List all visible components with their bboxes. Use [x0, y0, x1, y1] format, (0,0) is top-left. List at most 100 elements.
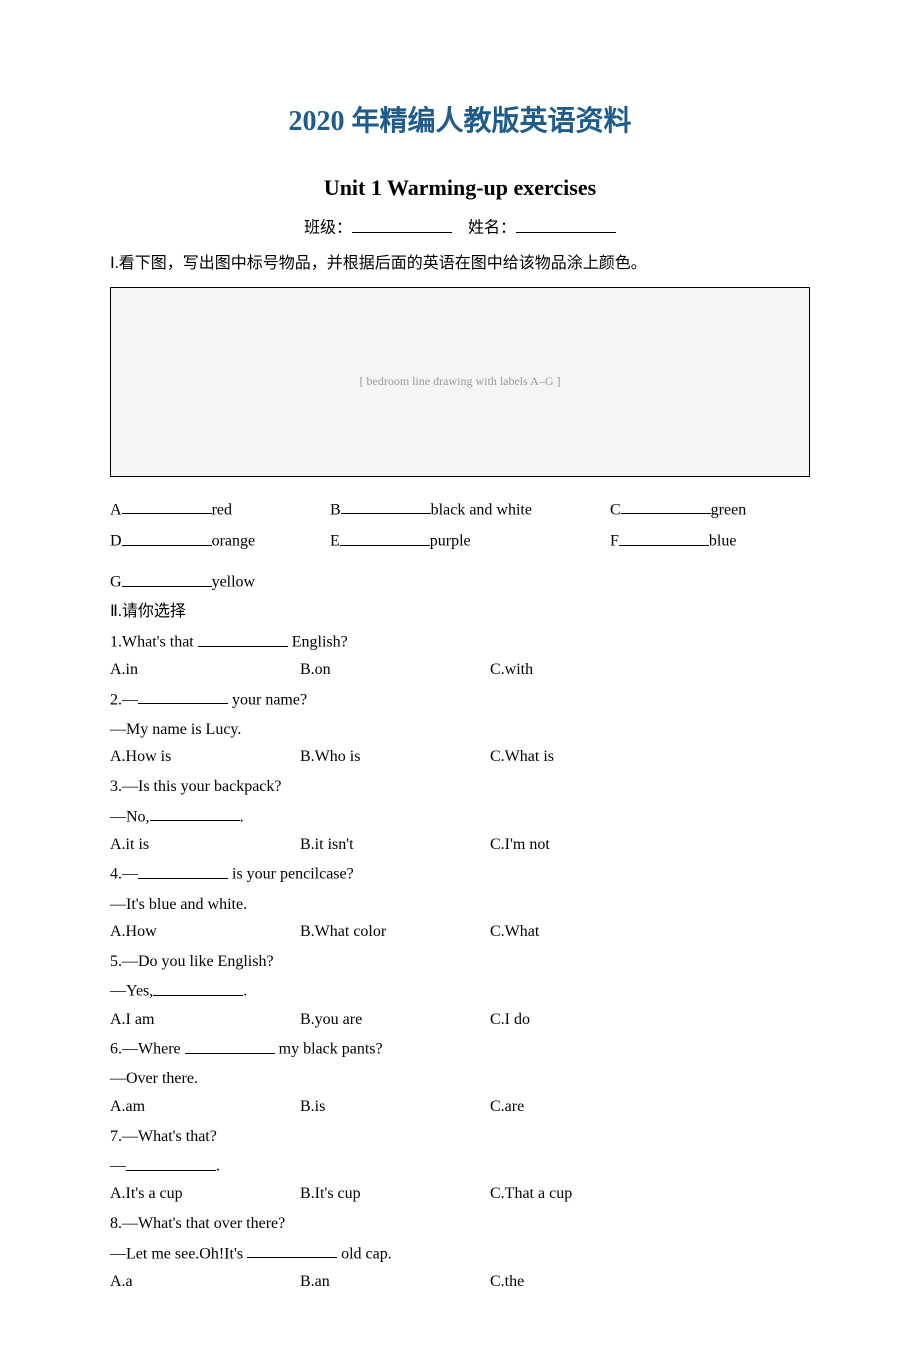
q8-opt-a[interactable]: A.a: [110, 1269, 300, 1295]
q7-opt-a[interactable]: A.It's a cup: [110, 1181, 300, 1207]
q3-opt-a[interactable]: A.it is: [110, 832, 300, 858]
fill-g-word: yellow: [212, 574, 256, 591]
q7-options: A.It's a cup B.It's cup C.That a cup: [110, 1181, 810, 1207]
q4-opt-b[interactable]: B.What color: [300, 919, 490, 945]
q5-post: .: [243, 983, 247, 1000]
name-label: 姓名：: [468, 220, 516, 237]
q4-stem: 4.— is your pencilcase?: [110, 861, 810, 887]
q6-opt-b[interactable]: B.is: [300, 1094, 490, 1120]
q8-opt-c[interactable]: C.the: [490, 1269, 690, 1295]
q2-opt-b[interactable]: B.Who is: [300, 744, 490, 770]
q5-opt-c[interactable]: C.I do: [490, 1007, 690, 1033]
class-blank[interactable]: [352, 215, 452, 233]
q5-opt-a[interactable]: A.I am: [110, 1007, 300, 1033]
fill-b-letter: B: [330, 501, 341, 518]
q7-opt-b[interactable]: B.It's cup: [300, 1181, 490, 1207]
q3-pre: —No,: [110, 808, 150, 825]
q4-pre: 4.—: [110, 866, 138, 883]
page-header: 2020 年精编人教版英语资料: [110, 100, 810, 145]
fill-f-blank[interactable]: [619, 528, 709, 546]
name-blank[interactable]: [516, 215, 616, 233]
q4-options: A.How B.What color C.What: [110, 919, 810, 945]
q3-post: .: [240, 808, 244, 825]
q8-blank[interactable]: [247, 1241, 337, 1259]
q6-opt-a[interactable]: A.am: [110, 1094, 300, 1120]
section2-instruction: Ⅱ.请你选择: [110, 599, 810, 625]
fill-c-blank[interactable]: [621, 497, 711, 515]
q2-blank[interactable]: [138, 687, 228, 705]
q1-post: English?: [288, 634, 348, 651]
section1-instruction: Ⅰ.看下图，写出图中标号物品，并根据后面的英语在图中给该物品涂上颜色。: [110, 251, 810, 277]
q2-opt-a[interactable]: A.How is: [110, 744, 300, 770]
q6-opt-c[interactable]: C.are: [490, 1094, 690, 1120]
q4-opt-c[interactable]: C.What: [490, 919, 690, 945]
fill-a-blank[interactable]: [122, 497, 212, 515]
fill-c-letter: C: [610, 501, 621, 518]
q4-post: is your pencilcase?: [228, 866, 354, 883]
fill-row-2: Dorange Epurple Fblue: [110, 528, 810, 554]
q5-pre: —Yes,: [110, 983, 153, 1000]
q7-opt-c[interactable]: C.That a cup: [490, 1181, 690, 1207]
unit-title: Unit 1 Warming-up exercises: [110, 170, 810, 205]
fill-d-word: orange: [212, 533, 256, 550]
q8-pre: —Let me see.Oh!It's: [110, 1245, 247, 1262]
fill-b-blank[interactable]: [341, 497, 431, 515]
q5-options: A.I am B.you are C.I do: [110, 1007, 810, 1033]
q2-pre: 2.—: [110, 691, 138, 708]
q3-line2: —No,.: [110, 804, 810, 830]
q3-opt-b[interactable]: B.it isn't: [300, 832, 490, 858]
q2-options: A.How is B.Who is C.What is: [110, 744, 810, 770]
fill-a-word: red: [212, 501, 232, 518]
q5-blank[interactable]: [153, 978, 243, 996]
q3-opt-c[interactable]: C.I'm not: [490, 832, 690, 858]
q8-line2: —Let me see.Oh!It's old cap.: [110, 1241, 810, 1267]
q6-options: A.am B.is C.are: [110, 1094, 810, 1120]
q1-stem: 1.What's that English?: [110, 629, 810, 655]
q4-opt-a[interactable]: A.How: [110, 919, 300, 945]
fill-b-word: black and white: [431, 501, 532, 518]
q7-line1: 7.—What's that?: [110, 1124, 810, 1150]
q8-post: old cap.: [337, 1245, 392, 1262]
fill-c-word: green: [711, 501, 747, 518]
q8-line1: 8.—What's that over there?: [110, 1211, 810, 1237]
q5-line1: 5.—Do you like English?: [110, 949, 810, 975]
q4-blank[interactable]: [138, 861, 228, 879]
q7-line2: —.: [110, 1153, 810, 1179]
q8-opt-b[interactable]: B.an: [300, 1269, 490, 1295]
q7-post: .: [216, 1158, 220, 1175]
fill-f-word: blue: [709, 533, 737, 550]
fill-row-1: Ared Bblack and white Cgreen: [110, 497, 810, 523]
q3-blank[interactable]: [150, 804, 240, 822]
fill-e-word: purple: [430, 533, 471, 550]
q1-blank[interactable]: [198, 629, 288, 647]
fill-g-letter: G: [110, 574, 122, 591]
q6-line2: —Over there.: [110, 1066, 810, 1092]
q8-options: A.a B.an C.the: [110, 1269, 810, 1295]
q3-options: A.it is B.it isn't C.I'm not: [110, 832, 810, 858]
fill-d-letter: D: [110, 533, 122, 550]
q1-opt-c[interactable]: C.with: [490, 657, 690, 683]
fill-row-3: Gyellow: [110, 569, 810, 595]
q2-stem: 2.— your name?: [110, 687, 810, 713]
q1-opt-b[interactable]: B.on: [300, 657, 490, 683]
q1-options: A.in B.on C.with: [110, 657, 810, 683]
fill-a-letter: A: [110, 501, 122, 518]
q2-post: your name?: [228, 691, 307, 708]
q7-pre: —: [110, 1158, 126, 1175]
fill-e-blank[interactable]: [340, 528, 430, 546]
q5-line2: —Yes,.: [110, 978, 810, 1004]
fill-g-blank[interactable]: [122, 569, 212, 587]
q1-opt-a[interactable]: A.in: [110, 657, 300, 683]
q6-pre: 6.—Where: [110, 1041, 185, 1058]
student-info-line: 班级： 姓名：: [110, 215, 810, 241]
q5-opt-b[interactable]: B.you are: [300, 1007, 490, 1033]
fill-f-letter: F: [610, 533, 619, 550]
q6-stem: 6.—Where my black pants?: [110, 1036, 810, 1062]
q2-line2: —My name is Lucy.: [110, 717, 810, 743]
fill-d-blank[interactable]: [122, 528, 212, 546]
q3-line1: 3.—Is this your backpack?: [110, 774, 810, 800]
q2-opt-c[interactable]: C.What is: [490, 744, 690, 770]
q7-blank[interactable]: [126, 1153, 216, 1171]
fill-e-letter: E: [330, 533, 340, 550]
q6-blank[interactable]: [185, 1036, 275, 1054]
